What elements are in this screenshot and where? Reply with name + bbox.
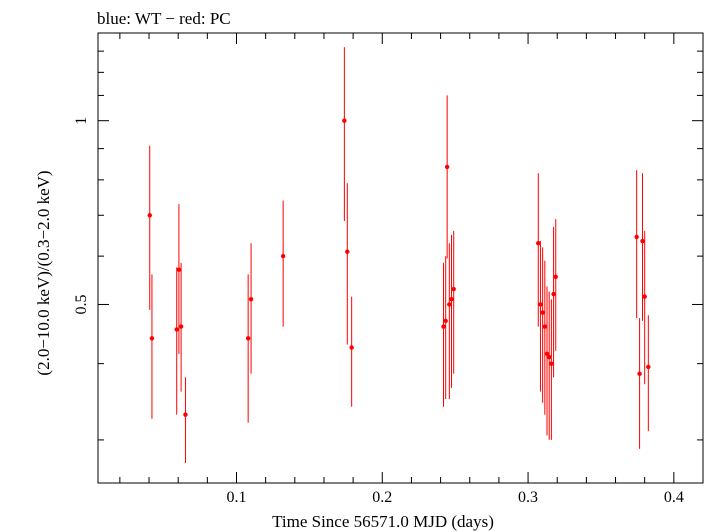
x-axis-label: Time Since 56571.0 MJD (days) [272, 512, 494, 531]
data-point [443, 318, 448, 324]
data-point [248, 297, 254, 302]
data-point [642, 294, 647, 299]
data-point [553, 274, 558, 280]
x-tick-label: 0.3 [518, 489, 538, 506]
data-point [176, 267, 182, 272]
data-point [349, 345, 354, 350]
data-point [646, 364, 651, 370]
data-point [536, 240, 541, 246]
data-point [183, 412, 188, 417]
data-point [447, 302, 452, 307]
x-tick-label: 0.1 [226, 489, 246, 506]
data-point [637, 371, 642, 376]
data-point [634, 234, 639, 240]
data-point [551, 291, 556, 297]
data-point [640, 238, 645, 244]
y-tick-label: 0.5 [73, 294, 90, 314]
data-point [149, 336, 155, 341]
data-point [549, 361, 554, 366]
data-point [538, 302, 543, 307]
data-point [451, 286, 456, 292]
data-point [345, 249, 350, 254]
y-axis-label: (2.0−10.0 keV)/(0.3−2.0 keV) [34, 170, 53, 375]
data-point [245, 336, 251, 341]
data-point [542, 324, 548, 329]
data-point [444, 164, 450, 170]
y-tick-label: 1 [73, 117, 90, 125]
plot-frame [97, 32, 704, 484]
data-point [449, 297, 454, 302]
chart-title: blue: WT − red: PC [97, 9, 231, 28]
data-point [540, 310, 545, 315]
axes: 0.1 0.2 0.3 0.4 0.5 1 [73, 33, 704, 506]
x-tick-label: 0.4 [664, 489, 684, 506]
data-point [174, 327, 179, 332]
data-point [544, 351, 550, 357]
data-point [342, 118, 347, 123]
data-point [280, 253, 286, 259]
data-point [546, 354, 552, 360]
data-point [178, 324, 184, 329]
data-point [441, 324, 446, 329]
data-point [147, 213, 152, 218]
series-pc [147, 47, 651, 463]
x-tick-label: 0.2 [372, 489, 392, 506]
